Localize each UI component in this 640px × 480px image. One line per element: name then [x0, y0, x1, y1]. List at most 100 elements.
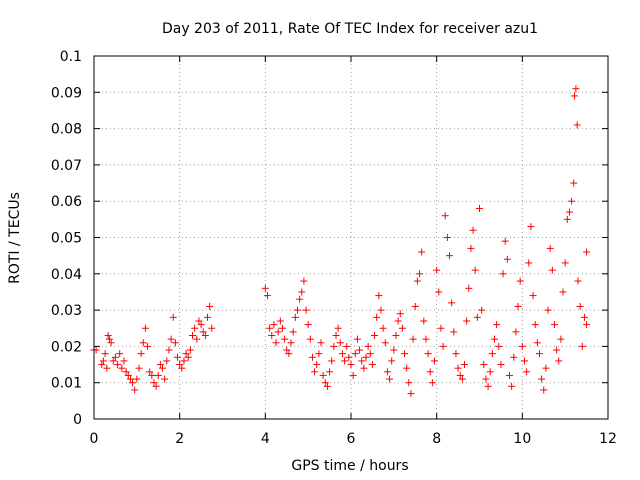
- data-point: [169, 313, 177, 321]
- data-point: [561, 259, 569, 267]
- data-point: [351, 350, 359, 358]
- data-point: [383, 368, 391, 376]
- data-point: [270, 321, 278, 329]
- data-point: [398, 324, 406, 332]
- data-point: [514, 302, 522, 310]
- data-point: [133, 375, 141, 383]
- data-point: [501, 237, 509, 245]
- data-point: [441, 212, 449, 220]
- data-point: [557, 335, 565, 343]
- data-point: [323, 382, 331, 390]
- data-point: [302, 306, 310, 314]
- data-point: [304, 321, 312, 329]
- data-point: [433, 266, 441, 274]
- data-point: [291, 313, 299, 321]
- data-point: [356, 346, 364, 354]
- data-point: [274, 328, 282, 336]
- data-point: [266, 324, 274, 332]
- data-point: [407, 390, 415, 398]
- data-point: [540, 386, 548, 394]
- data-point: [525, 259, 533, 267]
- data-point: [334, 324, 342, 332]
- y-axis-label: ROTI / TECUs: [7, 192, 23, 284]
- data-point: [182, 350, 190, 358]
- data-point: [544, 306, 552, 314]
- data-point: [452, 350, 460, 358]
- data-point: [156, 361, 164, 369]
- data-point: [152, 382, 160, 390]
- data-point: [580, 313, 588, 321]
- data-point: [450, 328, 458, 336]
- x-tick-label: 4: [261, 431, 270, 447]
- data-point: [377, 306, 385, 314]
- data-point: [306, 335, 314, 343]
- data-point: [362, 353, 370, 361]
- y-tick-label: 0.08: [51, 122, 82, 138]
- data-point: [576, 302, 584, 310]
- data-point: [401, 350, 409, 358]
- data-point: [503, 255, 511, 263]
- data-point: [99, 357, 107, 365]
- data-point: [409, 335, 417, 343]
- data-point: [263, 292, 271, 300]
- data-point: [578, 342, 586, 350]
- grid: [94, 56, 608, 419]
- data-point: [146, 368, 154, 376]
- data-point: [293, 306, 301, 314]
- data-point: [392, 332, 400, 340]
- data-point: [208, 324, 216, 332]
- data-point: [159, 364, 167, 372]
- data-point: [508, 382, 516, 390]
- data-point: [527, 223, 535, 231]
- data-point: [137, 350, 145, 358]
- data-point: [336, 339, 344, 347]
- data-point: [178, 364, 186, 372]
- y-tick-label: 0.07: [51, 158, 82, 174]
- data-point: [411, 302, 419, 310]
- data-point: [278, 324, 286, 332]
- data-point: [319, 371, 327, 379]
- data-point: [283, 346, 291, 354]
- data-point: [315, 350, 323, 358]
- data-point: [512, 328, 520, 336]
- data-point: [98, 361, 106, 369]
- x-tick-labels: 0 2 4 6 8 10 12: [90, 431, 617, 447]
- data-point: [439, 342, 447, 350]
- data-point: [276, 317, 284, 325]
- data-point: [163, 357, 171, 365]
- data-point: [165, 346, 173, 354]
- data-point: [103, 364, 111, 372]
- data-point: [206, 302, 214, 310]
- x-tick-label: 10: [513, 431, 531, 447]
- data-point: [396, 310, 404, 318]
- data-point: [191, 324, 199, 332]
- data-point: [493, 321, 501, 329]
- data-point: [446, 252, 454, 260]
- data-point: [465, 284, 473, 292]
- data-point: [426, 368, 434, 376]
- data-point: [428, 379, 436, 387]
- data-point: [204, 313, 212, 321]
- data-point: [568, 197, 576, 205]
- data-point: [104, 332, 112, 340]
- data-point: [533, 339, 541, 347]
- data-point: [486, 368, 494, 376]
- y-tick-label: 0: [73, 412, 82, 428]
- data-point: [531, 321, 539, 329]
- data-point: [469, 226, 477, 234]
- data-point: [118, 364, 126, 372]
- data-point: [287, 339, 295, 347]
- data-point: [482, 375, 490, 383]
- data-point: [448, 299, 456, 307]
- data-point: [124, 371, 132, 379]
- data-point: [364, 342, 372, 350]
- y-tick-label: 0.02: [51, 339, 82, 355]
- data-point: [454, 364, 462, 372]
- data-point: [176, 361, 184, 369]
- data-point: [535, 350, 543, 358]
- y-tick-label: 0.05: [51, 231, 82, 247]
- data-point: [553, 346, 561, 354]
- data-point: [478, 306, 486, 314]
- data-point: [349, 371, 357, 379]
- data-point: [518, 342, 526, 350]
